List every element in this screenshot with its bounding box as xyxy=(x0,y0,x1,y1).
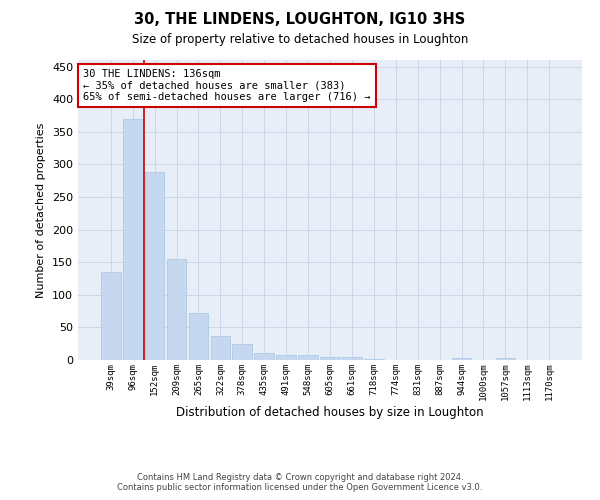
Text: Size of property relative to detached houses in Loughton: Size of property relative to detached ho… xyxy=(132,32,468,46)
Bar xyxy=(101,272,121,360)
Bar xyxy=(364,358,384,360)
Bar xyxy=(232,344,252,360)
Bar xyxy=(342,358,362,360)
Y-axis label: Number of detached properties: Number of detached properties xyxy=(37,122,46,298)
Text: Contains HM Land Registry data © Crown copyright and database right 2024.
Contai: Contains HM Land Registry data © Crown c… xyxy=(118,473,482,492)
Bar xyxy=(167,259,187,360)
Bar xyxy=(320,358,340,360)
Bar xyxy=(452,358,472,360)
Bar xyxy=(211,336,230,360)
Text: 30 THE LINDENS: 136sqm
← 35% of detached houses are smaller (383)
65% of semi-de: 30 THE LINDENS: 136sqm ← 35% of detached… xyxy=(83,69,371,102)
Bar xyxy=(298,356,318,360)
Bar xyxy=(254,354,274,360)
Bar xyxy=(145,172,164,360)
Bar xyxy=(188,313,208,360)
Bar xyxy=(496,358,515,360)
X-axis label: Distribution of detached houses by size in Loughton: Distribution of detached houses by size … xyxy=(176,406,484,419)
Text: 30, THE LINDENS, LOUGHTON, IG10 3HS: 30, THE LINDENS, LOUGHTON, IG10 3HS xyxy=(134,12,466,28)
Bar xyxy=(276,355,296,360)
Bar xyxy=(123,118,143,360)
